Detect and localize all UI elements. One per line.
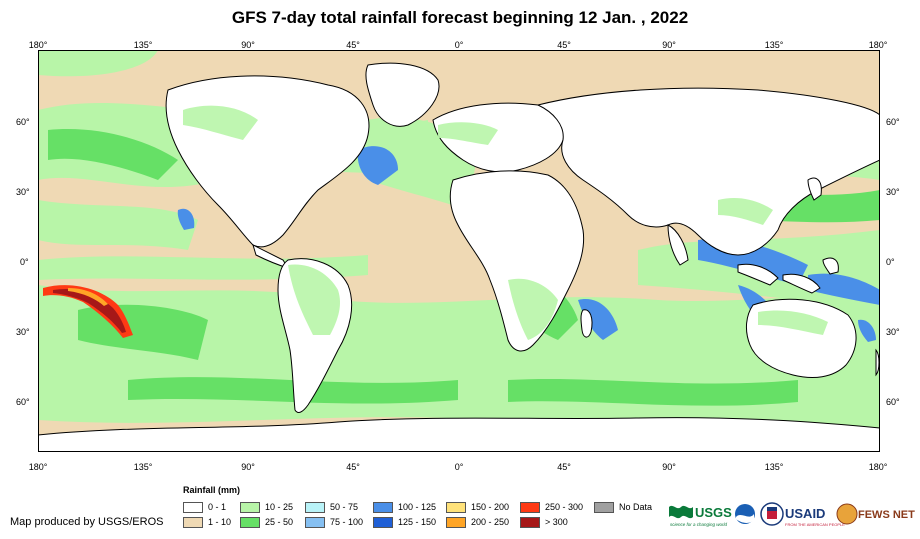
lon-label-top: 0°	[454, 40, 464, 50]
legend-label: > 300	[545, 517, 568, 527]
fews-logo-text: FEWS NET	[858, 509, 915, 521]
lon-label-bottom: 180°	[28, 462, 48, 472]
legend-label: 25 - 50	[265, 517, 294, 527]
usaid-tagline: FROM THE AMERICAN PEOPLE	[785, 522, 845, 527]
legend-label: 100 - 125	[398, 502, 437, 512]
legend-item: 10 - 25	[240, 501, 293, 513]
agency-logos: USGS science for a changing world USAID …	[669, 502, 915, 527]
lat-label-right: 30°	[886, 327, 900, 337]
legend-item: 125 - 150	[373, 516, 436, 528]
legend-swatch	[520, 516, 540, 528]
lat-label-left: 60°	[16, 117, 30, 127]
lon-label-top: 90°	[662, 40, 676, 50]
lon-label-bottom: 45°	[557, 462, 571, 472]
legend-item: 1 - 10	[183, 516, 231, 528]
lat-label-right: 60°	[886, 397, 900, 407]
legend-item: 25 - 50	[240, 516, 293, 528]
lon-label-bottom: 45°	[346, 462, 360, 472]
legend-swatch	[520, 501, 540, 513]
usgs-logo-text: USGS	[695, 505, 732, 520]
legend-label: 250 - 300	[545, 502, 584, 512]
lon-label-bottom: 135°	[764, 462, 784, 472]
legend-swatch	[183, 516, 203, 528]
lat-label-right: 60°	[886, 117, 900, 127]
lon-label-bottom: 180°	[868, 462, 888, 472]
usgs-logo: USGS science for a changing world	[669, 505, 732, 527]
lat-label-right: 0°	[886, 257, 895, 267]
legend-swatch	[240, 516, 260, 528]
lon-label-bottom: 135°	[133, 462, 153, 472]
legend-item: No Data	[594, 501, 652, 513]
legend-swatch	[373, 516, 393, 528]
legend-label: 75 - 100	[330, 517, 364, 527]
legend-item: 0 - 1	[183, 501, 226, 513]
lon-label-top: 135°	[764, 40, 784, 50]
map-title: GFS 7-day total rainfall forecast beginn…	[231, 8, 689, 27]
legend-item: 100 - 125	[373, 501, 436, 513]
legend-swatch	[305, 501, 325, 513]
legend-item: 200 - 250	[446, 516, 509, 528]
lat-label-left: 30°	[16, 187, 30, 197]
land-rain	[183, 105, 828, 340]
lon-label-top: 180°	[868, 40, 888, 50]
lon-label-top: 90°	[241, 40, 255, 50]
legend-item: 250 - 300	[520, 501, 583, 513]
legend-item: 75 - 100	[305, 516, 363, 528]
usaid-logo: USAID FROM THE AMERICAN PEOPLE	[760, 502, 845, 527]
lat-label-right: 30°	[886, 187, 900, 197]
lon-label-top: 45°	[557, 40, 571, 50]
map-border	[38, 50, 880, 452]
legend-label: 0 - 1	[208, 502, 227, 512]
lon-label-top: 180°	[28, 40, 48, 50]
legend-swatch	[446, 516, 466, 528]
legend-swatch	[446, 501, 466, 513]
legend-swatch	[183, 501, 203, 513]
legend-swatch	[594, 501, 614, 513]
legend-label: No Data	[619, 502, 653, 512]
legend-label: 10 - 25	[265, 502, 294, 512]
lon-label-bottom: 0°	[454, 462, 464, 472]
lat-label-left: 0°	[20, 257, 29, 267]
credit-text: Map produced by USGS/EROS	[10, 516, 164, 528]
lon-label-top: 45°	[346, 40, 360, 50]
legend-label: 50 - 75	[330, 502, 359, 512]
legend-item: 50 - 75	[305, 501, 358, 513]
extreme-rain-area	[43, 285, 133, 338]
lat-label-left: 30°	[16, 327, 30, 337]
legend-swatch	[305, 516, 325, 528]
legend-swatch	[240, 501, 260, 513]
lon-label-bottom: 90°	[662, 462, 676, 472]
legend-label: 1 - 10	[208, 517, 232, 527]
legend-label: 125 - 150	[398, 517, 437, 527]
legend-item: 150 - 200	[446, 501, 509, 513]
legend-item: > 300	[520, 516, 568, 528]
lat-label-left: 60°	[16, 397, 30, 407]
legend-label: 200 - 250	[471, 517, 510, 527]
usaid-logo-text: USAID	[785, 506, 825, 521]
lon-label-top: 135°	[133, 40, 153, 50]
rainfall-map	[38, 50, 880, 452]
legend-swatch	[373, 501, 393, 513]
usgs-tagline: science for a changing world	[670, 522, 728, 527]
noaa-logo	[735, 504, 755, 524]
lon-label-bottom: 90°	[241, 462, 255, 472]
legend-label: 150 - 200	[471, 502, 510, 512]
legend-title: Rainfall (mm)	[183, 485, 241, 495]
fews-net-logo: FEWS NET	[836, 503, 915, 525]
